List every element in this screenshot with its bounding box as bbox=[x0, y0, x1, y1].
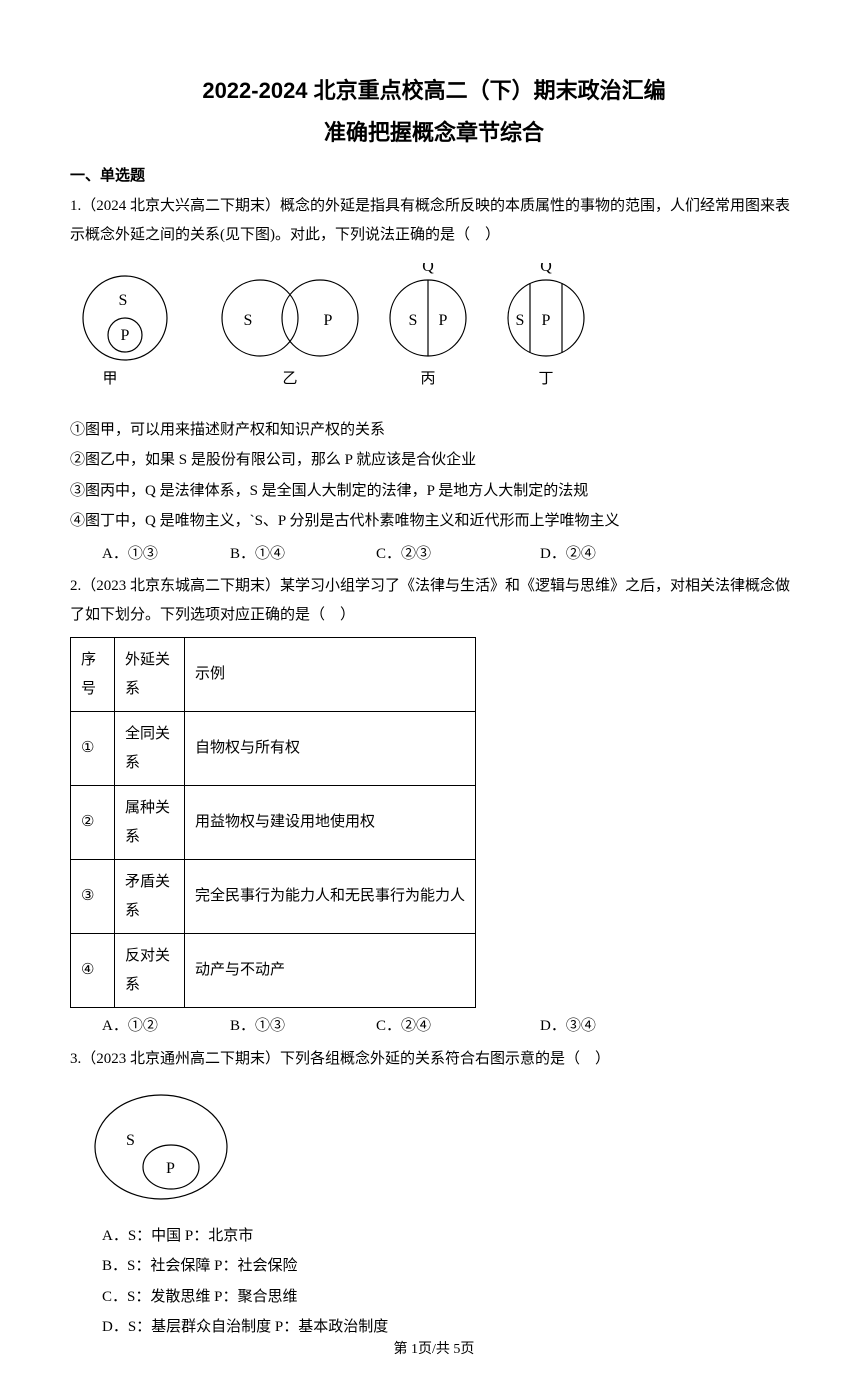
q1-statement-3: ③图丙中，Q 是法律体系，S 是全国人大制定的法律，P 是地方人大制定的法规 bbox=[70, 477, 798, 506]
q2-option-b: B．①③ bbox=[230, 1012, 376, 1041]
q1-option-c: C．②③ bbox=[376, 540, 540, 569]
q1-option-b: B．①④ bbox=[230, 540, 376, 569]
th-rel: 外延关系 bbox=[115, 638, 185, 712]
q1-statement-2: ②图乙中，如果 S 是股份有限公司，那么 P 就应该是合伙企业 bbox=[70, 446, 798, 475]
q1-statement-1: ①图甲，可以用来描述财产权和知识产权的关系 bbox=[70, 416, 798, 445]
cell-seq: ① bbox=[71, 712, 115, 786]
q3-stem: 3.（2023 北京通州高二下期末）下列各组概念外延的关系符合右图示意的是（ ） bbox=[70, 1045, 798, 1074]
q3-diagram: S P bbox=[86, 1085, 798, 1216]
table-row: ② 属种关系 用益物权与建设用地使用权 bbox=[71, 786, 476, 860]
q2-option-c: C．②④ bbox=[376, 1012, 540, 1041]
q2-option-d: D．③④ bbox=[540, 1012, 596, 1041]
label-ding: 丁 bbox=[538, 371, 553, 387]
q1-stem: 1.（2024 北京大兴高二下期末）概念的外延是指具有概念所反映的本质属性的事物… bbox=[70, 192, 798, 249]
page-title-line1: 2022-2024 北京重点校高二（下）期末政治汇编 bbox=[70, 70, 798, 112]
q3-options: A．S：中国 P：北京市 B．S：社会保障 P：社会保险 C．S：发散思维 P：… bbox=[70, 1222, 798, 1342]
label-S: S bbox=[244, 312, 253, 329]
label-S: S bbox=[516, 312, 525, 329]
label-P: P bbox=[439, 312, 448, 329]
page-footer: 第 1页/共 5页 bbox=[0, 1337, 868, 1364]
table-row: ④ 反对关系 动产与不动产 bbox=[71, 934, 476, 1008]
cell-ex: 完全民事行为能力人和无民事行为能力人 bbox=[185, 860, 476, 934]
q1-option-d: D．②④ bbox=[540, 540, 596, 569]
q1-options: A．①③ B．①④ C．②③ D．②④ bbox=[70, 540, 798, 569]
label-Q: Q bbox=[422, 263, 434, 275]
q1-option-a: A．①③ bbox=[102, 540, 230, 569]
label-P: P bbox=[324, 312, 333, 329]
cell-rel: 反对关系 bbox=[115, 934, 185, 1008]
diagram-yi: S P 乙 bbox=[222, 280, 358, 387]
q3-option-a: A．S：中国 P：北京市 bbox=[102, 1222, 798, 1251]
label-S: S bbox=[119, 292, 128, 309]
cell-seq: ④ bbox=[71, 934, 115, 1008]
q3-option-c: C．S：发散思维 P：聚合思维 bbox=[102, 1283, 798, 1312]
label-S: S bbox=[409, 312, 418, 329]
cell-rel: 矛盾关系 bbox=[115, 860, 185, 934]
cell-seq: ② bbox=[71, 786, 115, 860]
q2-table: 序号 外延关系 示例 ① 全同关系 自物权与所有权 ② 属种关系 用益物权与建设… bbox=[70, 637, 476, 1008]
label-yi: 乙 bbox=[282, 371, 297, 387]
label-P: P bbox=[121, 327, 130, 344]
q1-diagram: S P 甲 S P 乙 Q S P 丙 Q S P 丁 bbox=[70, 263, 798, 404]
diagram-jia: S P 甲 bbox=[83, 276, 167, 387]
q1-statement-4: ④图丁中，Q 是唯物主义，`S、P 分别是古代朴素唯物主义和近代形而上学唯物主义 bbox=[70, 507, 798, 536]
th-seq: 序号 bbox=[71, 638, 115, 712]
label-P: P bbox=[542, 312, 551, 329]
cell-seq: ③ bbox=[71, 860, 115, 934]
page-title-line2: 准确把握概念章节综合 bbox=[70, 112, 798, 154]
label-jia: 甲 bbox=[102, 371, 117, 387]
diagram-bing: Q S P 丙 bbox=[390, 263, 466, 387]
label-P: P bbox=[166, 1160, 175, 1177]
label-Q: Q bbox=[540, 263, 552, 275]
cell-rel: 全同关系 bbox=[115, 712, 185, 786]
diagram-ding: Q S P 丁 bbox=[508, 263, 584, 387]
table-row: 序号 外延关系 示例 bbox=[71, 638, 476, 712]
cell-rel: 属种关系 bbox=[115, 786, 185, 860]
table-row: ① 全同关系 自物权与所有权 bbox=[71, 712, 476, 786]
label-S: S bbox=[126, 1132, 135, 1149]
q2-options: A．①② B．①③ C．②④ D．③④ bbox=[70, 1012, 798, 1041]
q2-option-a: A．①② bbox=[102, 1012, 230, 1041]
label-bing: 丙 bbox=[420, 371, 435, 387]
cell-ex: 用益物权与建设用地使用权 bbox=[185, 786, 476, 860]
cell-ex: 动产与不动产 bbox=[185, 934, 476, 1008]
th-ex: 示例 bbox=[185, 638, 476, 712]
section-heading: 一、单选题 bbox=[70, 162, 798, 191]
cell-ex: 自物权与所有权 bbox=[185, 712, 476, 786]
q3-option-b: B．S：社会保障 P：社会保险 bbox=[102, 1252, 798, 1281]
table-row: ③ 矛盾关系 完全民事行为能力人和无民事行为能力人 bbox=[71, 860, 476, 934]
q2-stem: 2.（2023 北京东城高二下期末）某学习小组学习了《法律与生活》和《逻辑与思维… bbox=[70, 572, 798, 629]
